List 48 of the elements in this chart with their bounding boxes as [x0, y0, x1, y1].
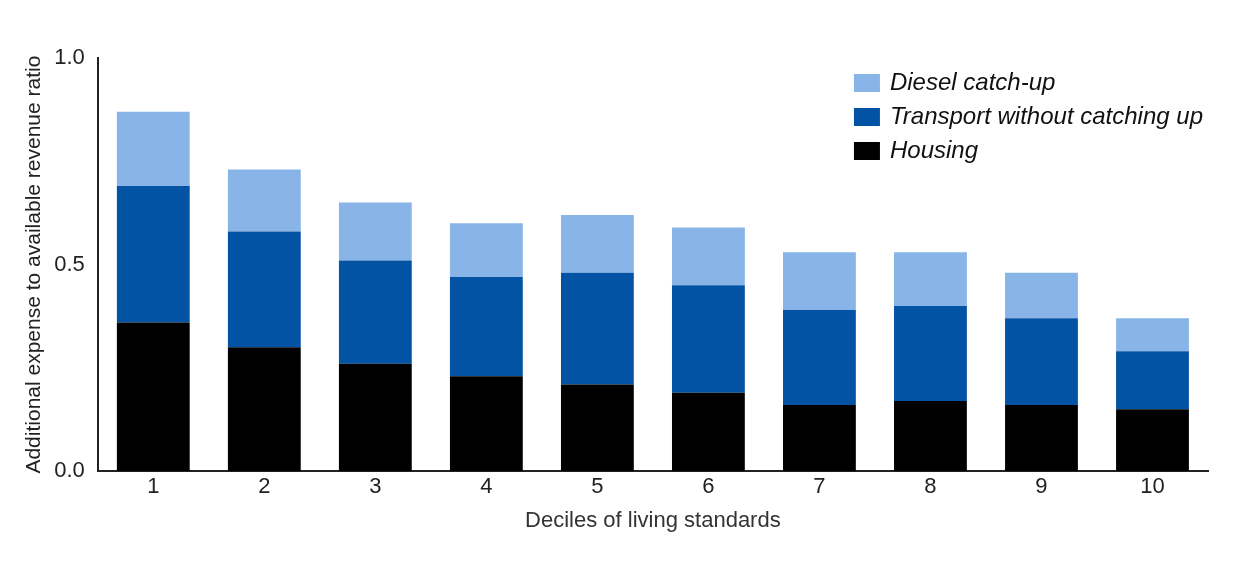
bar: [671, 285, 745, 393]
bar: [671, 227, 745, 286]
bar: [116, 186, 190, 323]
bar: [560, 384, 634, 472]
bar: [338, 202, 412, 261]
bar: [894, 305, 967, 401]
bar: [783, 405, 856, 472]
bar: [894, 400, 967, 472]
x-tick-label: 7: [813, 473, 826, 499]
bar: [116, 322, 190, 472]
bar: [1116, 409, 1189, 472]
bar: [116, 111, 190, 187]
bar: [783, 252, 856, 311]
bar: [783, 310, 856, 406]
x-tick-label: 6: [702, 473, 715, 499]
bar: [338, 363, 412, 472]
y-tick-label: 0.5: [54, 250, 85, 276]
x-tick-label: 2: [258, 473, 271, 499]
bar: [1116, 318, 1189, 352]
x-axis-title: Deciles of living standards: [525, 506, 781, 532]
bar: [449, 223, 523, 277]
bar: [449, 277, 523, 377]
y-tick-label: 0.0: [54, 457, 85, 483]
x-tick-label: 9: [1035, 473, 1048, 499]
bar: [671, 392, 745, 472]
bar: [227, 347, 301, 472]
bar: [894, 252, 967, 306]
x-tick-label: 3: [369, 473, 382, 499]
x-tick-label: 8: [924, 473, 937, 499]
x-tick-label: 5: [591, 473, 604, 499]
legend-label: Housing: [889, 135, 979, 163]
bar: [1005, 405, 1078, 472]
bar: [1116, 351, 1189, 410]
y-axis-title: Additional expense to available revenue ratio: [21, 55, 45, 474]
bar: [1005, 318, 1078, 406]
x-tick-label: 10: [1140, 473, 1165, 499]
bar: [338, 260, 412, 364]
x-tick-label: 1: [147, 473, 160, 499]
bar: [449, 376, 523, 472]
y-tick-label: 1.0: [54, 44, 85, 70]
bar: [560, 272, 634, 385]
x-tick-label: 4: [480, 473, 493, 499]
bar: [227, 169, 301, 232]
legend-label: Diesel catch-up: [889, 67, 1056, 95]
legend-label: Transport without catching up: [889, 101, 1204, 129]
bar: [227, 231, 301, 348]
bar: [1005, 272, 1078, 319]
bar: [560, 215, 634, 273]
